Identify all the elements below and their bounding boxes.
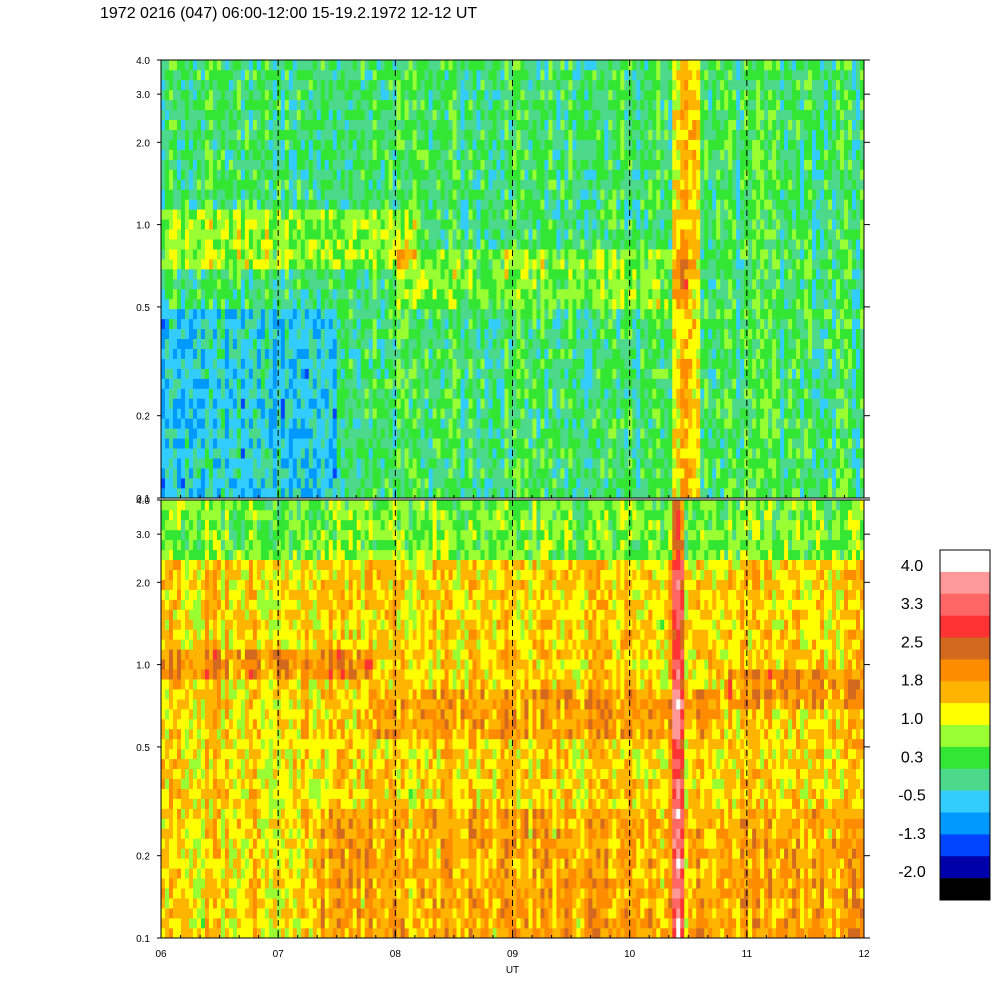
colorbar-swatch [940, 571, 990, 595]
lower-spectrogram-panel [161, 500, 864, 938]
colorbar-swatch [940, 615, 990, 638]
y-tick-label: 4.0 [136, 56, 150, 67]
y-tick-label: 2.0 [136, 138, 150, 149]
colorbar-label: 2.5 [901, 634, 923, 651]
colorbar-swatch [940, 659, 990, 682]
colorbar-swatch [940, 834, 990, 857]
colorbar-frame [939, 549, 991, 901]
y-tick-label: 0.1 [136, 494, 150, 505]
x-tick-label: 11 [742, 949, 753, 960]
colorbar-label: 0.3 [901, 749, 923, 766]
x-tick-label: 08 [390, 949, 402, 960]
y-tick-label: 4.0 [136, 496, 150, 507]
x-axis-label: UT [506, 965, 519, 976]
colorbar-swatch [940, 790, 990, 813]
colorbar-label: 1.8 [901, 673, 923, 690]
chart-title: 1972 0216 (047) 06:00-12:00 15-19.2.1972… [100, 5, 478, 22]
colorbar-swatch [940, 856, 990, 879]
colorbar-swatch [940, 593, 990, 616]
x-tick-label: 07 [273, 949, 285, 960]
x-tick-label: 10 [624, 949, 636, 960]
colorbar-label: 3.3 [901, 596, 923, 613]
x-tick-label: 12 [858, 949, 870, 960]
x-tick-label: 06 [155, 949, 167, 960]
colorbar-swatch [940, 768, 990, 791]
colorbar-swatch [940, 703, 990, 726]
colorbar-label: -2.0 [898, 864, 926, 881]
colorbar-label: 4.0 [901, 558, 923, 575]
colorbar-swatch [940, 681, 990, 704]
colorbar: 4.0 3.3 2.5 1.8 1.0 0.3 -0.5 -1.3 -2.0 [898, 549, 991, 901]
colorbar-label: -0.5 [898, 788, 926, 805]
y-tick-label: 0.1 [136, 934, 150, 945]
y-tick-label: 3.0 [136, 90, 150, 101]
upper-spectrogram-panel [161, 60, 864, 498]
y-tick-label: 0.5 [136, 743, 150, 754]
y-tick-label: 0.5 [136, 303, 150, 314]
colorbar-swatch [940, 637, 990, 660]
y-tick-label: 2.0 [136, 578, 150, 589]
colorbar-swatch [940, 812, 990, 835]
y-tick-label: 0.2 [136, 412, 150, 423]
y-tick-label: 0.2 [136, 852, 150, 863]
x-tick-label: 09 [507, 949, 519, 960]
y-tick-label: 1.0 [136, 221, 150, 232]
colorbar-swatch [940, 725, 990, 748]
colorbar-swatch [940, 550, 990, 573]
colorbar-label: 1.0 [901, 711, 923, 728]
y-tick-label: 1.0 [136, 661, 150, 672]
colorbar-label: -1.3 [898, 826, 926, 843]
y-tick-label: 3.0 [136, 530, 150, 541]
colorbar-swatch [940, 878, 990, 901]
colorbar-swatch [940, 746, 990, 770]
